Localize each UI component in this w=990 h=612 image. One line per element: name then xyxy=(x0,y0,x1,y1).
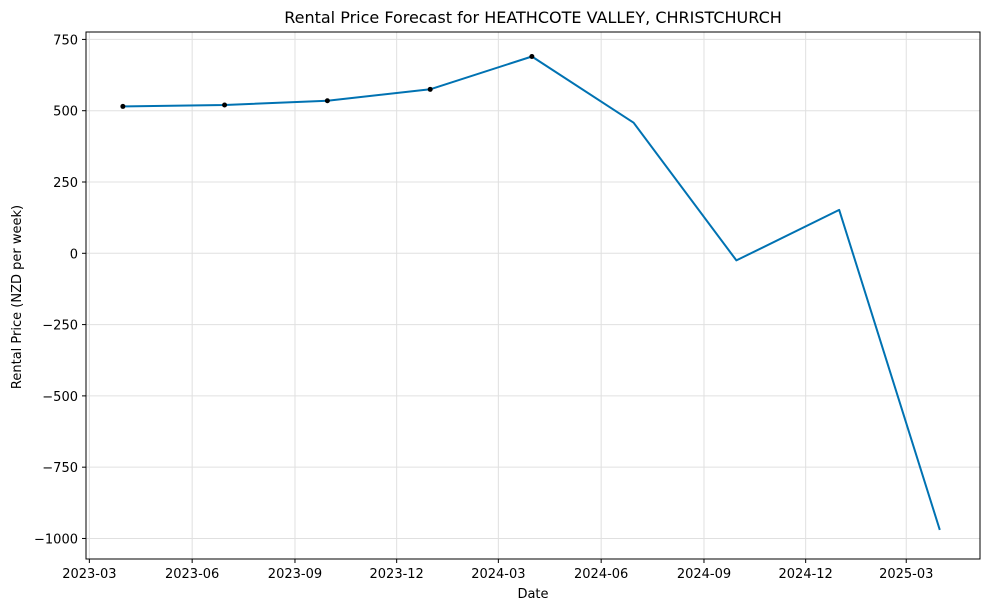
observed-point xyxy=(324,98,330,104)
chart-title: Rental Price Forecast for HEATHCOTE VALL… xyxy=(284,8,782,27)
plot-frame xyxy=(85,31,981,560)
forecast-line xyxy=(122,55,941,531)
x-tick-label: 2025-03 xyxy=(879,567,933,582)
y-tick-label: 750 xyxy=(53,33,78,48)
x-axis-ticks: 2023-03 2023-06 2023-09 2023-12 2024-03 2024-… xyxy=(62,559,933,582)
observed-point xyxy=(427,86,433,92)
x-tick-label: 2024-03 xyxy=(471,567,525,582)
y-tick-label: 250 xyxy=(53,176,78,191)
x-tick-label: 2023-09 xyxy=(268,567,322,582)
y-axis-ticks: 750 500 250 0 −250 −500 −750 −1000 xyxy=(34,33,86,547)
y-tick-label: −500 xyxy=(42,390,78,405)
y-tick-label: 500 xyxy=(53,105,78,120)
x-tick-label: 2024-09 xyxy=(677,567,731,582)
y-tick-label: −1000 xyxy=(34,532,78,547)
observed-point xyxy=(529,54,535,60)
series-line-group xyxy=(122,55,941,531)
x-axis-label: Date xyxy=(517,587,548,602)
y-tick-label: 0 xyxy=(70,247,78,262)
x-tick-label: 2023-12 xyxy=(370,567,424,582)
y-axis-label: Rental Price (NZD per week) xyxy=(10,205,25,389)
y-tick-label: −750 xyxy=(42,461,78,476)
x-tick-label: 2023-06 xyxy=(165,567,219,582)
x-tick-label: 2024-06 xyxy=(574,567,628,582)
observed-point xyxy=(120,103,126,109)
x-tick-label: 2024-12 xyxy=(779,567,833,582)
observed-points-group xyxy=(120,54,535,109)
grid-lines xyxy=(86,32,980,559)
x-tick-label: 2023-03 xyxy=(62,567,116,582)
y-tick-label: −250 xyxy=(42,319,78,334)
observed-point xyxy=(222,102,228,108)
